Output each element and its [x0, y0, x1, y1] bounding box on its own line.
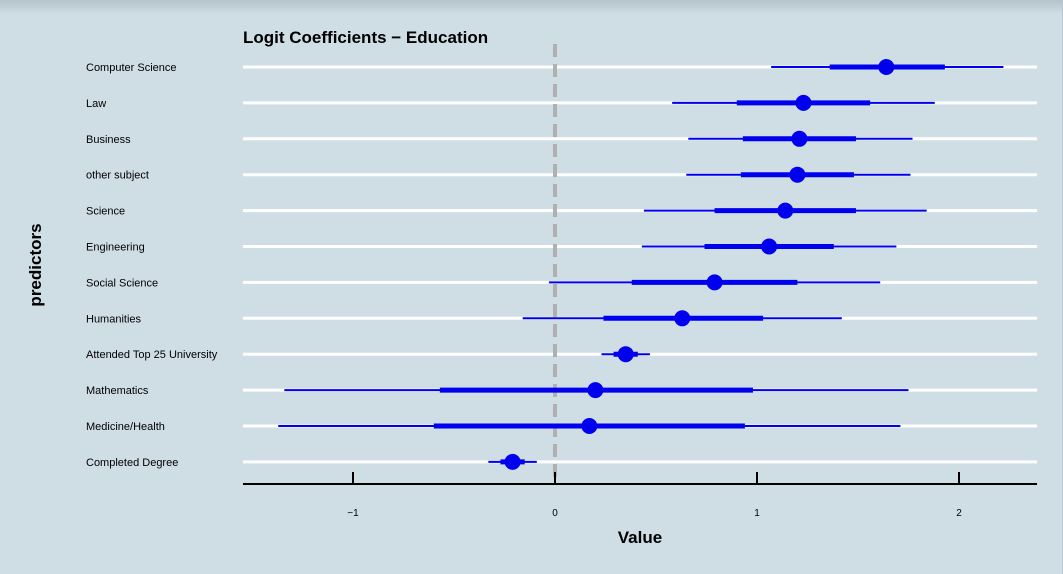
- x-tick-label: 1: [754, 508, 760, 519]
- y-axis-label: predictors: [26, 223, 45, 306]
- coefficient-row: [522, 310, 842, 327]
- category-label: Engineering: [86, 242, 145, 254]
- point-estimate: [706, 274, 723, 291]
- point-estimate: [617, 346, 634, 363]
- coefficient-marks: [278, 59, 1004, 470]
- category-label: Humanities: [86, 313, 142, 325]
- point-estimate: [674, 310, 691, 327]
- x-axis: −1 0 1 2: [243, 472, 1037, 519]
- coefficient-row: [643, 202, 927, 219]
- x-tick-label: −1: [347, 508, 359, 519]
- coefficient-row: [548, 274, 881, 291]
- x-tick-label: 0: [552, 508, 558, 519]
- coefficient-row: [488, 453, 537, 470]
- category-label: Computer Science: [86, 62, 177, 74]
- point-estimate: [761, 238, 778, 255]
- point-estimate: [504, 453, 521, 470]
- point-estimate: [587, 382, 604, 399]
- x-axis-label: Value: [618, 528, 662, 547]
- coefficient-row: [771, 59, 1004, 75]
- category-label: Social Science: [86, 277, 158, 289]
- coefficient-row: [278, 418, 901, 434]
- point-estimate: [581, 418, 598, 434]
- x-tick-label: 2: [956, 508, 962, 519]
- coefficient-row: [601, 346, 650, 363]
- category-label: Mathematics: [86, 385, 149, 397]
- coefficient-row: [672, 94, 935, 111]
- coefficient-row: [284, 382, 909, 399]
- category-label: Business: [86, 134, 131, 146]
- coefficient-row: [686, 166, 911, 183]
- category-label: Science: [86, 206, 125, 218]
- chart-title: Logit Coefficients − Education: [243, 28, 488, 47]
- point-estimate: [791, 130, 808, 147]
- coefficient-row: [641, 238, 897, 255]
- category-label: Attended Top 25 University: [86, 349, 218, 361]
- category-label: Completed Degree: [86, 457, 178, 469]
- point-estimate: [795, 94, 812, 111]
- category-label: Medicine/Health: [86, 421, 165, 433]
- point-estimate: [777, 202, 794, 219]
- category-labels: Computer Science Law Business other subject…: [86, 62, 218, 469]
- category-label: Law: [86, 98, 106, 110]
- point-estimate: [878, 59, 895, 75]
- coefficient-row: [688, 130, 913, 147]
- gridlines: [243, 65, 1037, 464]
- category-label: other subject: [86, 170, 149, 182]
- point-estimate: [789, 166, 806, 183]
